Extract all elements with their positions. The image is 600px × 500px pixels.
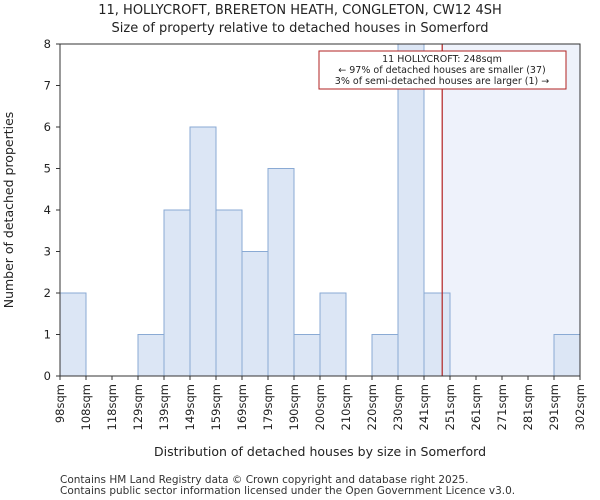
y-axis-title: Number of detached properties — [1, 112, 16, 309]
y-tick-label: 0 — [44, 369, 51, 383]
x-tick-label: 241sqm — [417, 384, 431, 430]
annotation-line-3: 3% of semi-detached houses are larger (1… — [335, 76, 549, 87]
y-tick-label: 8 — [44, 37, 51, 51]
annotation-line-2: ← 97% of detached houses are smaller (37… — [338, 65, 545, 76]
x-tick-label: 261sqm — [469, 384, 483, 430]
x-axis-ticks: 98sqm 108sqm 118sqm 129sqm 139sqm 149sqm 159sq… — [53, 376, 587, 430]
x-tick-label: 98sqm — [53, 384, 67, 423]
x-tick-label: 190sqm — [287, 384, 301, 430]
bar-159sqm — [215, 209, 243, 377]
annotation-border — [318, 50, 567, 90]
y-tick-label: 4 — [44, 203, 51, 217]
x-tick-label: 169sqm — [235, 384, 249, 430]
bar-291sqm — [553, 334, 581, 377]
x-tick-label: 149sqm — [183, 384, 197, 430]
bar-230sqm — [397, 43, 425, 377]
bars — [59, 43, 581, 377]
y-tick-label: 6 — [44, 120, 51, 134]
bar-169sqm — [241, 251, 269, 377]
shaded-region — [442, 44, 580, 376]
bar-98sqm — [59, 292, 87, 377]
x-tick-label: 139sqm — [157, 384, 171, 430]
y-tick-label: 2 — [44, 286, 51, 300]
x-tick-label: 230sqm — [391, 384, 405, 430]
bar-220sqm — [371, 334, 399, 377]
x-tick-label: 251sqm — [443, 384, 457, 430]
x-tick-label: 291sqm — [547, 384, 561, 430]
bar-179sqm — [267, 168, 295, 377]
y-tick-label: 1 — [44, 328, 51, 342]
footer-line-1: Contains HM Land Registry data © Crown c… — [60, 474, 468, 486]
bar-149sqm — [189, 126, 217, 377]
annotation-box: 11 HOLLYCROFT: 248sqm ← 97% of detached … — [318, 50, 567, 90]
x-tick-label: 220sqm — [365, 384, 379, 430]
bar-200sqm — [319, 292, 347, 377]
x-tick-label: 281sqm — [521, 384, 535, 430]
y-tick-label: 7 — [44, 79, 51, 93]
x-axis-title: Distribution of detached houses by size … — [154, 444, 486, 459]
bar-190sqm — [293, 334, 321, 377]
bar-139sqm — [163, 209, 191, 377]
x-tick-label: 200sqm — [313, 384, 327, 430]
bar-129sqm — [137, 334, 165, 377]
bar-241sqm — [423, 292, 451, 377]
x-tick-label: 118sqm — [105, 384, 119, 430]
x-tick-label: 129sqm — [131, 384, 145, 430]
footer-line-2: Contains public sector information licen… — [60, 485, 515, 497]
x-tick-label: 210sqm — [339, 384, 353, 430]
x-tick-label: 108sqm — [79, 384, 93, 430]
y-tick-label: 3 — [44, 245, 51, 259]
chart-subtitle: Size of property relative to detached ho… — [112, 21, 489, 36]
y-axis-ticks: 0 1 2 3 4 5 6 7 8 — [44, 37, 60, 383]
x-tick-label: 179sqm — [261, 384, 275, 430]
x-tick-label: 271sqm — [495, 384, 509, 430]
larger-region-shade — [442, 44, 580, 376]
y-tick-label: 5 — [44, 162, 51, 176]
chart-title: 11, HOLLYCROFT, BRERETON HEATH, CONGLETO… — [98, 3, 502, 18]
x-tick-label: 302sqm — [573, 384, 587, 430]
x-tick-label: 159sqm — [209, 384, 223, 430]
annotation-line-1: 11 HOLLYCROFT: 248sqm — [382, 54, 502, 65]
